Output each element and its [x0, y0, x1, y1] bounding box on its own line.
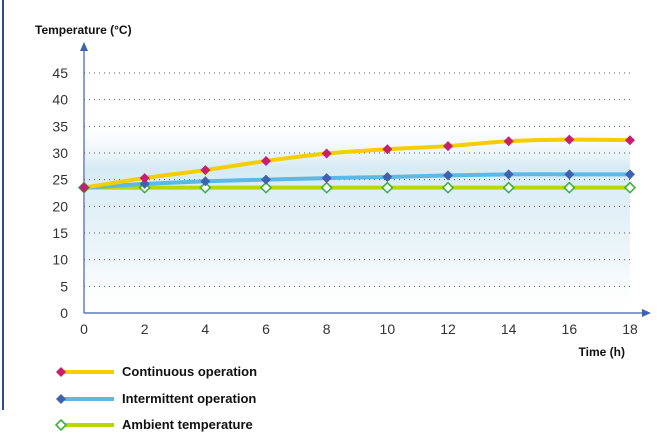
- ambient-data-point: [199, 181, 212, 194]
- y-tick-label: 10: [52, 252, 68, 268]
- x-tick-label: 12: [440, 321, 456, 337]
- intermittent-data-point: [261, 174, 271, 185]
- x-tick-label: 18: [622, 321, 638, 337]
- intermittent-data-point: [443, 170, 453, 181]
- y-tick-label: 20: [52, 198, 68, 214]
- x-axis-label: Time (h): [579, 345, 625, 359]
- continuous-data-point: [261, 156, 271, 166]
- continuous-data-point: [79, 182, 89, 193]
- y-tick-label: 45: [52, 65, 68, 81]
- x-tick-label: 4: [201, 321, 209, 337]
- axes: [80, 42, 651, 317]
- legend-label-ambient: Ambient temperature: [122, 417, 253, 432]
- ambient-data-point: [381, 181, 394, 194]
- ambient-data-point: [502, 181, 515, 194]
- x-tick-labels: 0 2 4 6 8 10 12 14 16 18: [80, 321, 638, 337]
- x-tick-label: 6: [262, 321, 270, 337]
- x-tick-label: 10: [380, 321, 396, 337]
- legend-swatch-continuous: [56, 367, 114, 377]
- intermittent-data-point: [382, 172, 393, 182]
- y-tick-label: 30: [52, 145, 68, 161]
- intermittent-series-line: [82, 172, 632, 190]
- continuous-data-point: [503, 136, 514, 147]
- x-axis-arrow: [642, 309, 651, 317]
- continuous-data-point: [382, 144, 393, 155]
- series-lines: [82, 137, 632, 190]
- intermittent-data-point: [200, 176, 211, 187]
- ambient-data-point: [441, 181, 455, 194]
- x-tick-label: 8: [323, 321, 331, 337]
- ambient-data-point: [623, 181, 637, 194]
- intermittent-data-point: [564, 169, 575, 180]
- left-border-line: [2, 0, 4, 410]
- continuous-data-point: [200, 165, 211, 176]
- continuous-data-point: [564, 134, 575, 145]
- continuous-data-point: [321, 148, 332, 159]
- water-background: [85, 118, 630, 318]
- series-markers: [77, 134, 637, 194]
- y-tick-label: 5: [60, 278, 68, 294]
- y-axis-arrow: [80, 42, 88, 51]
- legend-item-ambient: Ambient temperature: [54, 413, 414, 436]
- y-tick-labels: 0 5 10 15 20 25 30 35 40 45: [52, 65, 68, 321]
- y-tick-label: 40: [52, 92, 68, 108]
- y-tick-label: 35: [52, 118, 68, 134]
- legend-swatch-ambient: [54, 418, 114, 432]
- ambient-data-point: [563, 181, 576, 194]
- y-tick-label: 0: [60, 305, 68, 321]
- continuous-data-point: [139, 173, 150, 184]
- legend-item-intermittent: Intermittent operation: [54, 387, 414, 411]
- ambient-data-point: [320, 181, 333, 194]
- continuous-data-point: [625, 135, 635, 146]
- intermittent-data-point: [139, 178, 150, 189]
- ambient-data-point: [259, 181, 273, 194]
- gridlines: [84, 72, 630, 287]
- x-tick-label: 14: [501, 321, 517, 337]
- legend-swatch-intermittent: [56, 394, 114, 404]
- legend-label-continuous: Continuous operation: [122, 364, 258, 379]
- continuous-data-point: [443, 141, 453, 152]
- continuous-series-line: [82, 137, 632, 190]
- x-tick-label: 16: [562, 321, 578, 337]
- x-tick-label: 2: [141, 321, 149, 337]
- legend-label-intermittent: Intermittent operation: [122, 391, 257, 406]
- x-tick-label: 0: [80, 321, 88, 337]
- legend-item-continuous: Continuous operation: [54, 360, 414, 384]
- y-axis-label: Temperature (°C): [35, 23, 132, 37]
- intermittent-data-point: [625, 169, 635, 180]
- intermittent-data-point: [503, 169, 514, 180]
- y-tick-label: 25: [52, 172, 68, 188]
- line-chart: 0 5 10 15 20 25 30 35 40 45 0 2 4 6 8 10 12 14 16 18 Tempe…: [35, 23, 651, 359]
- y-tick-label: 15: [52, 225, 68, 241]
- intermittent-data-point: [321, 173, 332, 184]
